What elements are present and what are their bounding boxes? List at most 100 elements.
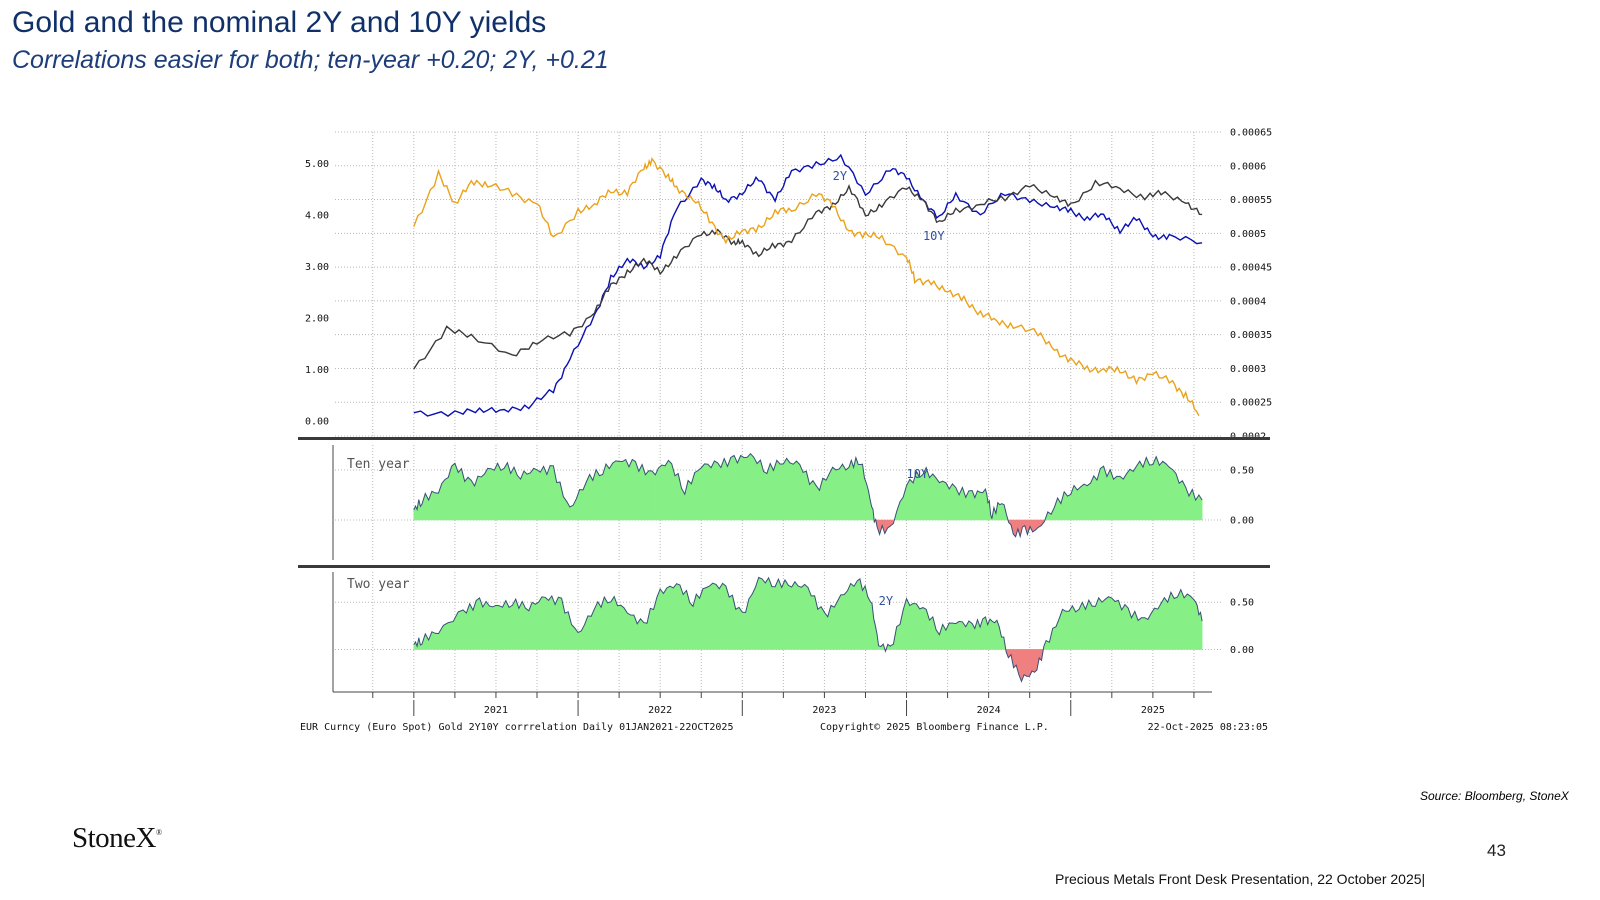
- two-year-fill: [1187, 593, 1191, 650]
- left-axis-tick: 2.00: [305, 313, 329, 324]
- two-year-fill: [794, 580, 799, 650]
- ten-year-fill: [694, 469, 699, 521]
- two-year-fill: [502, 600, 507, 650]
- ten-year-fill: [589, 473, 594, 521]
- two-year-fill: [1068, 604, 1073, 650]
- two-year-fill: [1190, 595, 1195, 650]
- ten-year-fill: [733, 455, 738, 521]
- ten-year-fill: [1168, 466, 1173, 521]
- two-year-fill: [1170, 592, 1175, 650]
- ten-year-fill: [487, 468, 492, 521]
- ten-year-fill: [714, 460, 718, 521]
- ten-year-fill: [792, 460, 797, 521]
- two-year-fill: [541, 596, 546, 650]
- two-year-fill: [457, 609, 464, 650]
- two-year-fill: [952, 622, 957, 650]
- two-year-fill: [544, 596, 549, 650]
- logo-text: StoneX: [72, 822, 157, 854]
- annotation-2y: 2Y: [833, 169, 848, 183]
- two-year-fill: [850, 582, 855, 650]
- ten-year-fill: [1119, 475, 1124, 521]
- two-year-fill: [810, 595, 815, 650]
- two-year-fill: [856, 578, 861, 650]
- two-year-fill: [968, 620, 973, 650]
- two-year-fill: [640, 617, 645, 650]
- ten-year-fill: [556, 481, 561, 521]
- ten-year-fill: [1116, 476, 1121, 521]
- two-year-fill: [1072, 604, 1076, 650]
- panel-separator: [298, 437, 1270, 440]
- ten-year-fill: [799, 464, 804, 521]
- two-year-fill: [991, 620, 995, 650]
- two-year-fill: [428, 631, 433, 650]
- ten-year-fill: [595, 469, 600, 521]
- ten-year-fill: [434, 492, 439, 521]
- ten-year-fill: [457, 467, 462, 521]
- two-year-fill: [1026, 649, 1030, 677]
- ten-year-fill: [500, 467, 505, 521]
- ten-year-fill: [477, 475, 482, 521]
- two-year-fill: [443, 622, 449, 650]
- ten-year-fill: [631, 458, 636, 521]
- two-year-fill: [538, 595, 543, 650]
- ten-year-fill: [919, 473, 924, 521]
- two-year-fill: [587, 615, 592, 650]
- ten-year-line: [413, 452, 1203, 539]
- two-year-fill: [807, 587, 812, 650]
- ten-year-fill: [1155, 456, 1160, 521]
- ten-year-fill: [1073, 484, 1078, 521]
- ten-year-fill: [829, 467, 833, 521]
- right-axis-tick: 0.00025: [1230, 398, 1272, 409]
- left-axis-tick: 5.00: [305, 159, 329, 170]
- two-year-fill: [922, 607, 927, 650]
- two-year-fill: [705, 585, 710, 650]
- ten-year-fill: [838, 463, 843, 521]
- two-year-tick: 0.50: [1230, 598, 1254, 609]
- registered-mark-icon: ®: [156, 828, 162, 837]
- two-year-fill: [919, 607, 924, 650]
- ten-year-fill: [756, 459, 761, 521]
- x-axis-label: 2022: [648, 705, 672, 716]
- ten-year-fill: [1096, 468, 1101, 521]
- ten-year-fill: [1093, 475, 1098, 521]
- two-year-fill: [751, 587, 756, 650]
- two-year-fill: [748, 593, 753, 650]
- two-year-fill: [758, 576, 763, 650]
- ten-year-fill: [664, 459, 669, 521]
- two-year-fill: [434, 632, 439, 650]
- two-year-fill: [715, 583, 720, 650]
- two-year-fill: [521, 601, 526, 650]
- two-year-fill: [1141, 617, 1145, 650]
- ten-year-fill: [783, 457, 787, 521]
- ten-year-fill: [1162, 460, 1167, 521]
- two-year-fill: [607, 601, 612, 650]
- two-year-fill: [1137, 617, 1142, 650]
- bottom-bar-left: EUR Curncy (Euro Spot) Gold 2Y10Y corrre…: [300, 722, 733, 733]
- two-year-fill: [764, 576, 769, 650]
- ten-year-fill: [608, 462, 613, 521]
- two-year-fill: [896, 623, 901, 650]
- ten-year-fill: [674, 473, 679, 521]
- two-year-fill: [994, 619, 998, 650]
- two-year-fill: [659, 588, 664, 650]
- two-year-fill: [853, 579, 858, 650]
- ten-year-fill: [822, 477, 827, 521]
- two-year-fill: [989, 618, 993, 650]
- two-year-fill: [689, 601, 694, 650]
- ten-year-fill: [1126, 468, 1131, 521]
- ten-year-fill: [851, 460, 854, 521]
- ten-year-fill: [451, 462, 456, 521]
- two-year-fill: [623, 606, 628, 650]
- two-year-fill: [824, 611, 828, 650]
- ten-year-fill: [474, 476, 479, 521]
- ten-year-fill: [1080, 483, 1085, 521]
- two-year-fill: [495, 605, 500, 650]
- two-year-fill: [1062, 608, 1067, 650]
- ten-year-fill: [700, 463, 705, 521]
- two-year-fill: [781, 579, 786, 650]
- ten-year-fill: [842, 463, 847, 521]
- ten-year-fill: [444, 476, 449, 521]
- x-axis-label: 2024: [977, 705, 1001, 716]
- two-year-fill: [1200, 612, 1203, 650]
